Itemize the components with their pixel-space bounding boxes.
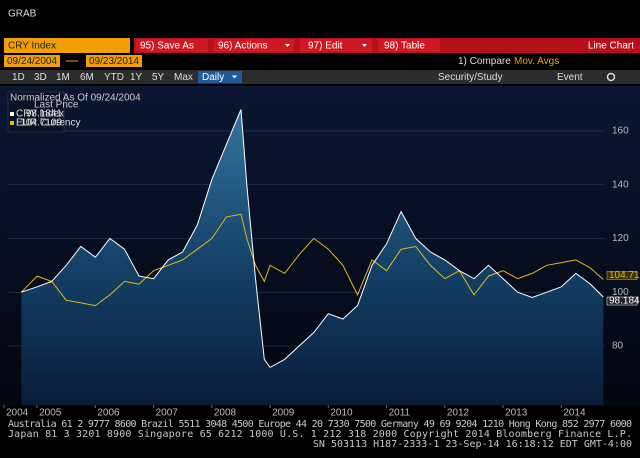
button[interactable] bbox=[300, 39, 372, 52]
series-line bbox=[21, 213, 604, 307]
security-box[interactable] bbox=[4, 38, 130, 53]
x-tick-label: 2012 bbox=[447, 408, 470, 419]
footer-line: SN 503113 H187-2333-1 23-Sep-14 16:18:12… bbox=[313, 439, 632, 450]
period[interactable]: 5Y bbox=[152, 72, 165, 83]
x-tick-label: 2006 bbox=[97, 408, 120, 419]
legend-label: CRY Index bbox=[16, 109, 64, 120]
periods: 1D 3D 1M 6M YTD 1Y 5Y Max bbox=[12, 72, 193, 83]
x-tick-label: 2008 bbox=[214, 408, 237, 419]
x-tick-label: 2013 bbox=[505, 408, 528, 419]
end-date: 09/23/2014 bbox=[89, 56, 139, 67]
button-label: 98) Table bbox=[384, 41, 425, 52]
last-value: 104.7109 bbox=[609, 270, 640, 281]
legend-swatch bbox=[10, 121, 14, 125]
button-label: 96) Actions bbox=[218, 41, 267, 52]
button-label: 95) Save As bbox=[140, 41, 194, 52]
x-tick-label: 2005 bbox=[39, 408, 62, 419]
period[interactable]: 1D bbox=[12, 72, 25, 83]
legend-subtitle: Last Price bbox=[34, 100, 79, 111]
footer-line: Australia 61 2 9777 8600 Brazil 5511 304… bbox=[8, 419, 632, 430]
x-tick-label: 2007 bbox=[156, 408, 179, 419]
mov-avgs[interactable]: Mov. Avgs bbox=[514, 56, 559, 67]
y-tick-label: 140 bbox=[612, 179, 629, 190]
start-date: 09/24/2004 bbox=[7, 56, 57, 67]
security: CRY Index bbox=[8, 41, 56, 52]
x-tick-label: 2004 bbox=[6, 408, 29, 419]
legend-title: Normalized As Of 09/24/2004 bbox=[10, 93, 141, 104]
dropdown-arrow bbox=[285, 44, 290, 47]
legend-swatch bbox=[10, 112, 14, 116]
legend-value: 104.7109 bbox=[20, 118, 62, 129]
period[interactable]: 1Y bbox=[130, 72, 143, 83]
last-value-tag bbox=[606, 271, 638, 280]
footer-line: Japan 81 3 3201 8900 Singapore 65 6212 1… bbox=[8, 429, 632, 440]
x-tick-label: 2009 bbox=[272, 408, 295, 419]
compare[interactable]: 1) Compare bbox=[458, 56, 511, 67]
period[interactable]: 1M bbox=[56, 72, 70, 83]
button[interactable] bbox=[136, 39, 208, 52]
last-value-tag bbox=[606, 296, 638, 306]
series-line bbox=[21, 109, 604, 369]
period[interactable]: Max bbox=[174, 72, 193, 83]
frequency-box[interactable] bbox=[198, 71, 242, 83]
legend-label: EUR Currency bbox=[16, 118, 80, 129]
legend-value: 98.1841 bbox=[26, 109, 63, 120]
start-date-box[interactable] bbox=[4, 55, 60, 67]
y-tick-label: 120 bbox=[612, 233, 629, 244]
period-bar bbox=[0, 70, 640, 84]
button-label: 97) Edit bbox=[308, 41, 343, 52]
frequency: Daily bbox=[202, 72, 224, 83]
button[interactable] bbox=[378, 39, 440, 52]
y-tick-label: 160 bbox=[612, 126, 629, 137]
period[interactable]: 3D bbox=[34, 72, 47, 83]
legend-box bbox=[7, 91, 65, 133]
window-title: GRAB bbox=[8, 9, 37, 20]
toolbar-buttons: 95) Save As 96) Actions 97) Edit 98) Tab… bbox=[136, 39, 440, 52]
y-tick-label: 80 bbox=[612, 341, 624, 352]
x-tick-label: 2010 bbox=[330, 408, 353, 419]
area bbox=[21, 109, 604, 405]
tool[interactable]: Security/Study bbox=[438, 72, 502, 83]
period[interactable]: 6M bbox=[80, 72, 94, 83]
y-tick-label: 100 bbox=[612, 287, 629, 298]
tool[interactable]: Event bbox=[557, 72, 583, 83]
x-tick-label: 2011 bbox=[389, 408, 411, 419]
last-value: 98.1841 bbox=[609, 296, 640, 307]
dropdown-arrow bbox=[232, 75, 237, 79]
settings-icon[interactable] bbox=[606, 72, 616, 82]
chart: 80 100 120 140 160 2004 2005 2006 2007 2008 2009 20… bbox=[3, 91, 640, 419]
end-date-box[interactable] bbox=[86, 55, 142, 67]
period[interactable]: YTD bbox=[104, 72, 124, 83]
dropdown-arrow bbox=[362, 44, 367, 47]
button[interactable] bbox=[214, 39, 294, 52]
view-name: Line Chart bbox=[588, 41, 634, 52]
x-tick-label: 2014 bbox=[563, 408, 586, 419]
